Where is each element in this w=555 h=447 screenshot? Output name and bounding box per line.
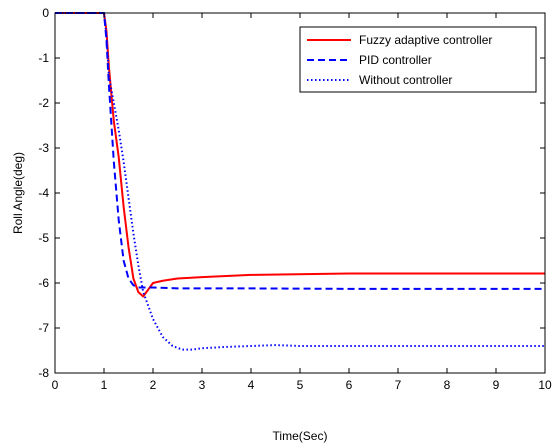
x-tick-label: 1: [101, 378, 108, 392]
y-tick-label: -5: [38, 231, 49, 245]
ticks-layer: 0 1 2 3 4 5 6 7 8 9 10 0 -1 -2 -3 -4 -5 -6 -7 -8: [38, 6, 552, 392]
x-tick-label: 10: [538, 378, 552, 392]
x-tick-label: 8: [444, 378, 451, 392]
legend-label-3: Without controller: [359, 73, 452, 87]
x-tick-label: 3: [199, 378, 206, 392]
y-axis-title: Roll Angle(deg): [11, 152, 25, 234]
x-tick-label: 5: [297, 378, 304, 392]
legend-label-1: Fuzzy adaptive controller: [359, 33, 492, 47]
series-line-2: [55, 12, 545, 290]
y-tick-label: -1: [38, 51, 49, 65]
y-tick-label: -3: [38, 141, 49, 155]
x-tick-label: 4: [248, 378, 255, 392]
x-tick-label: 2: [150, 378, 157, 392]
x-tick-label: 9: [493, 378, 500, 392]
y-tick-label: -7: [38, 321, 49, 335]
legend-box: [299, 26, 537, 93]
series-line-3: [55, 12, 545, 351]
legend: Fuzzy adaptive controller PID controller W…: [299, 26, 537, 93]
x-axis-title: Time(Sec): [273, 429, 328, 443]
x-tick-label: 7: [395, 378, 402, 392]
y-tick-label: -4: [38, 186, 49, 200]
y-tick-label: -2: [38, 96, 49, 110]
legend-label-2: PID controller: [359, 53, 432, 67]
y-tick-label: -6: [38, 276, 49, 290]
series-layer: [55, 12, 545, 351]
y-tick-label: 0: [42, 6, 49, 20]
y-tick-label: -8: [38, 366, 49, 380]
x-tick-label: 6: [346, 378, 353, 392]
x-tick-label: 0: [52, 378, 59, 392]
